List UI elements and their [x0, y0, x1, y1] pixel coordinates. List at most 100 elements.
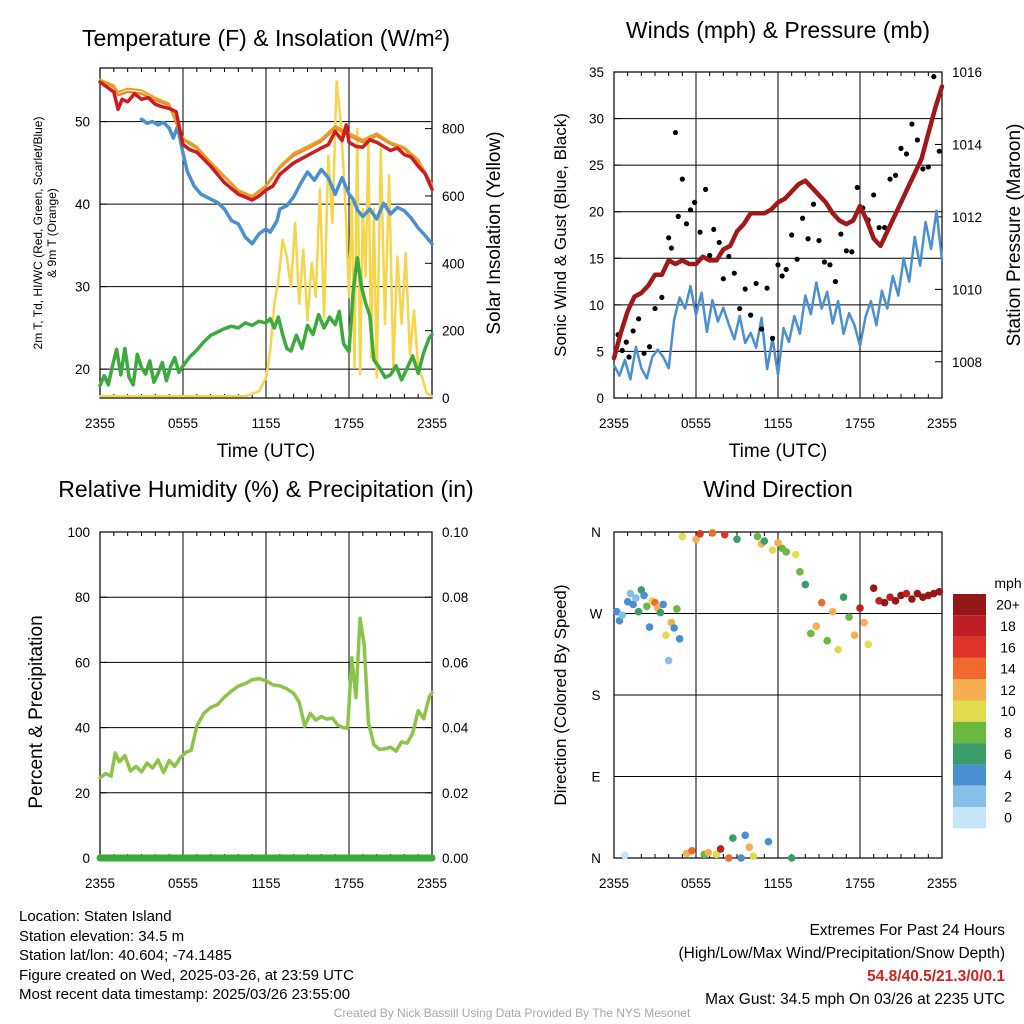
gust-point [832, 278, 839, 285]
gust-point [925, 164, 931, 170]
direction-point [774, 539, 782, 547]
x-tick-label: 0555 [681, 416, 711, 431]
direction-point [760, 537, 769, 545]
gust-point [702, 186, 709, 192]
direction-point [935, 587, 944, 596]
gust-point [764, 285, 770, 291]
y-tick-label: 10 [589, 298, 604, 313]
gust-point [759, 326, 765, 332]
y-tick-label: 5 [596, 344, 604, 359]
y-tick-label: N [591, 525, 601, 540]
direction-point [828, 607, 837, 616]
gust-point [882, 224, 888, 231]
legend-swatch [953, 615, 986, 637]
gust-point [903, 151, 910, 157]
series-pressure [611, 84, 945, 361]
gust-point [737, 305, 743, 312]
x-tick-label: 2355 [927, 876, 957, 891]
gust-point [887, 176, 893, 182]
gust-point [931, 74, 937, 80]
direction-point [629, 600, 637, 609]
gust-point [769, 335, 776, 341]
gust-point [914, 137, 921, 143]
direction-point [662, 631, 670, 640]
x-tick-label: 1155 [763, 876, 792, 891]
gust-point [666, 235, 672, 241]
direction-point [696, 530, 704, 538]
direction-point [749, 852, 758, 860]
direction-point [673, 605, 681, 613]
x-tick-label: 1755 [334, 416, 364, 431]
gust-point [775, 262, 781, 268]
gust-point [641, 350, 647, 356]
gust-point [707, 252, 713, 259]
legend-label: 18 [1000, 618, 1016, 634]
gust-point [697, 229, 703, 235]
legend-swatch [953, 700, 986, 722]
direction-point [839, 593, 848, 601]
x-axis-label: Time (UTC) [217, 441, 316, 462]
direction-point [708, 529, 717, 537]
y-tick-label: 35 [589, 65, 604, 80]
y2-tick-label: 400 [442, 256, 465, 271]
gust-point [779, 273, 785, 279]
station-info: Location: Staten Island Station elevatio… [19, 907, 354, 1005]
direction-point [791, 550, 800, 559]
y2-tick-label: 0 [442, 391, 450, 406]
series-temp [98, 80, 434, 202]
gust-point [652, 305, 658, 312]
extremes-heading: Extremes For Past 24 Hours [809, 922, 1005, 939]
x-tick-label: 2355 [417, 876, 447, 891]
direction-point [716, 845, 725, 853]
x-tick-label: 2355 [599, 416, 629, 431]
legend-label: 8 [1004, 724, 1012, 740]
max-gust-text: Max Gust: 34.5 mph On 03/26 at 2235 UTC [705, 991, 1005, 1008]
panel-title: Wind Direction [703, 476, 853, 502]
direction-point [737, 854, 745, 862]
y2-axis-label: Solar Insolation (Yellow) [484, 131, 505, 334]
x-tick-label: 1155 [763, 416, 792, 431]
gust-point [630, 328, 636, 334]
gust-point [636, 316, 642, 322]
gust-point [623, 339, 629, 345]
direction-point [678, 532, 687, 541]
y-axis-label: 2m T, Td, HI/WC (Red, Green, Scarlet/Blu… [31, 117, 45, 350]
direction-point [670, 624, 678, 632]
y2-tick-label: 0.10 [442, 525, 468, 540]
x-tick-label: 0555 [168, 416, 198, 431]
gust-point [838, 231, 844, 237]
direction-point [618, 611, 626, 620]
direction-point [880, 598, 889, 607]
extremes-summary: Extremes For Past 24 Hours (High/Low/Max… [679, 919, 1006, 1011]
gust-point [748, 312, 754, 318]
y2-tick-label: 0.00 [442, 851, 468, 866]
elevation-text: Station elevation: 34.5 m [19, 927, 185, 945]
direction-point [768, 546, 777, 554]
created-text: Figure created on Wed, 2025-03-26, at 23… [19, 966, 354, 984]
panel-title: Relative Humidity (%) & Precipitation (i… [58, 476, 473, 502]
legend-swatch [953, 721, 986, 744]
x-tick-label: 0555 [681, 876, 711, 891]
legend-label: 16 [1000, 639, 1016, 655]
y-tick-label: 100 [67, 525, 90, 540]
direction-point [902, 589, 911, 598]
direction-point [664, 656, 673, 665]
x-tick-label: 1155 [251, 416, 280, 431]
gust-point [668, 245, 675, 251]
y2-tick-label: 800 [442, 122, 465, 137]
direction-point [688, 846, 696, 855]
legend-swatch [953, 785, 986, 807]
y-tick-label: 20 [75, 786, 90, 801]
gust-point [810, 201, 817, 207]
recent-data-text: Most recent data timestamp: 2025/03/26 2… [19, 986, 351, 1003]
gust-point [716, 239, 722, 246]
gust-point [805, 236, 811, 242]
direction-point [796, 568, 804, 576]
y-tick-label: 15 [589, 251, 604, 266]
direction-point [643, 602, 651, 611]
y2-tick-label: 0.04 [442, 721, 469, 736]
direction-point [823, 636, 831, 645]
y2-tick-label: 1008 [952, 355, 982, 370]
gust-point [692, 199, 698, 205]
y2-tick-label: 0.08 [442, 590, 468, 605]
